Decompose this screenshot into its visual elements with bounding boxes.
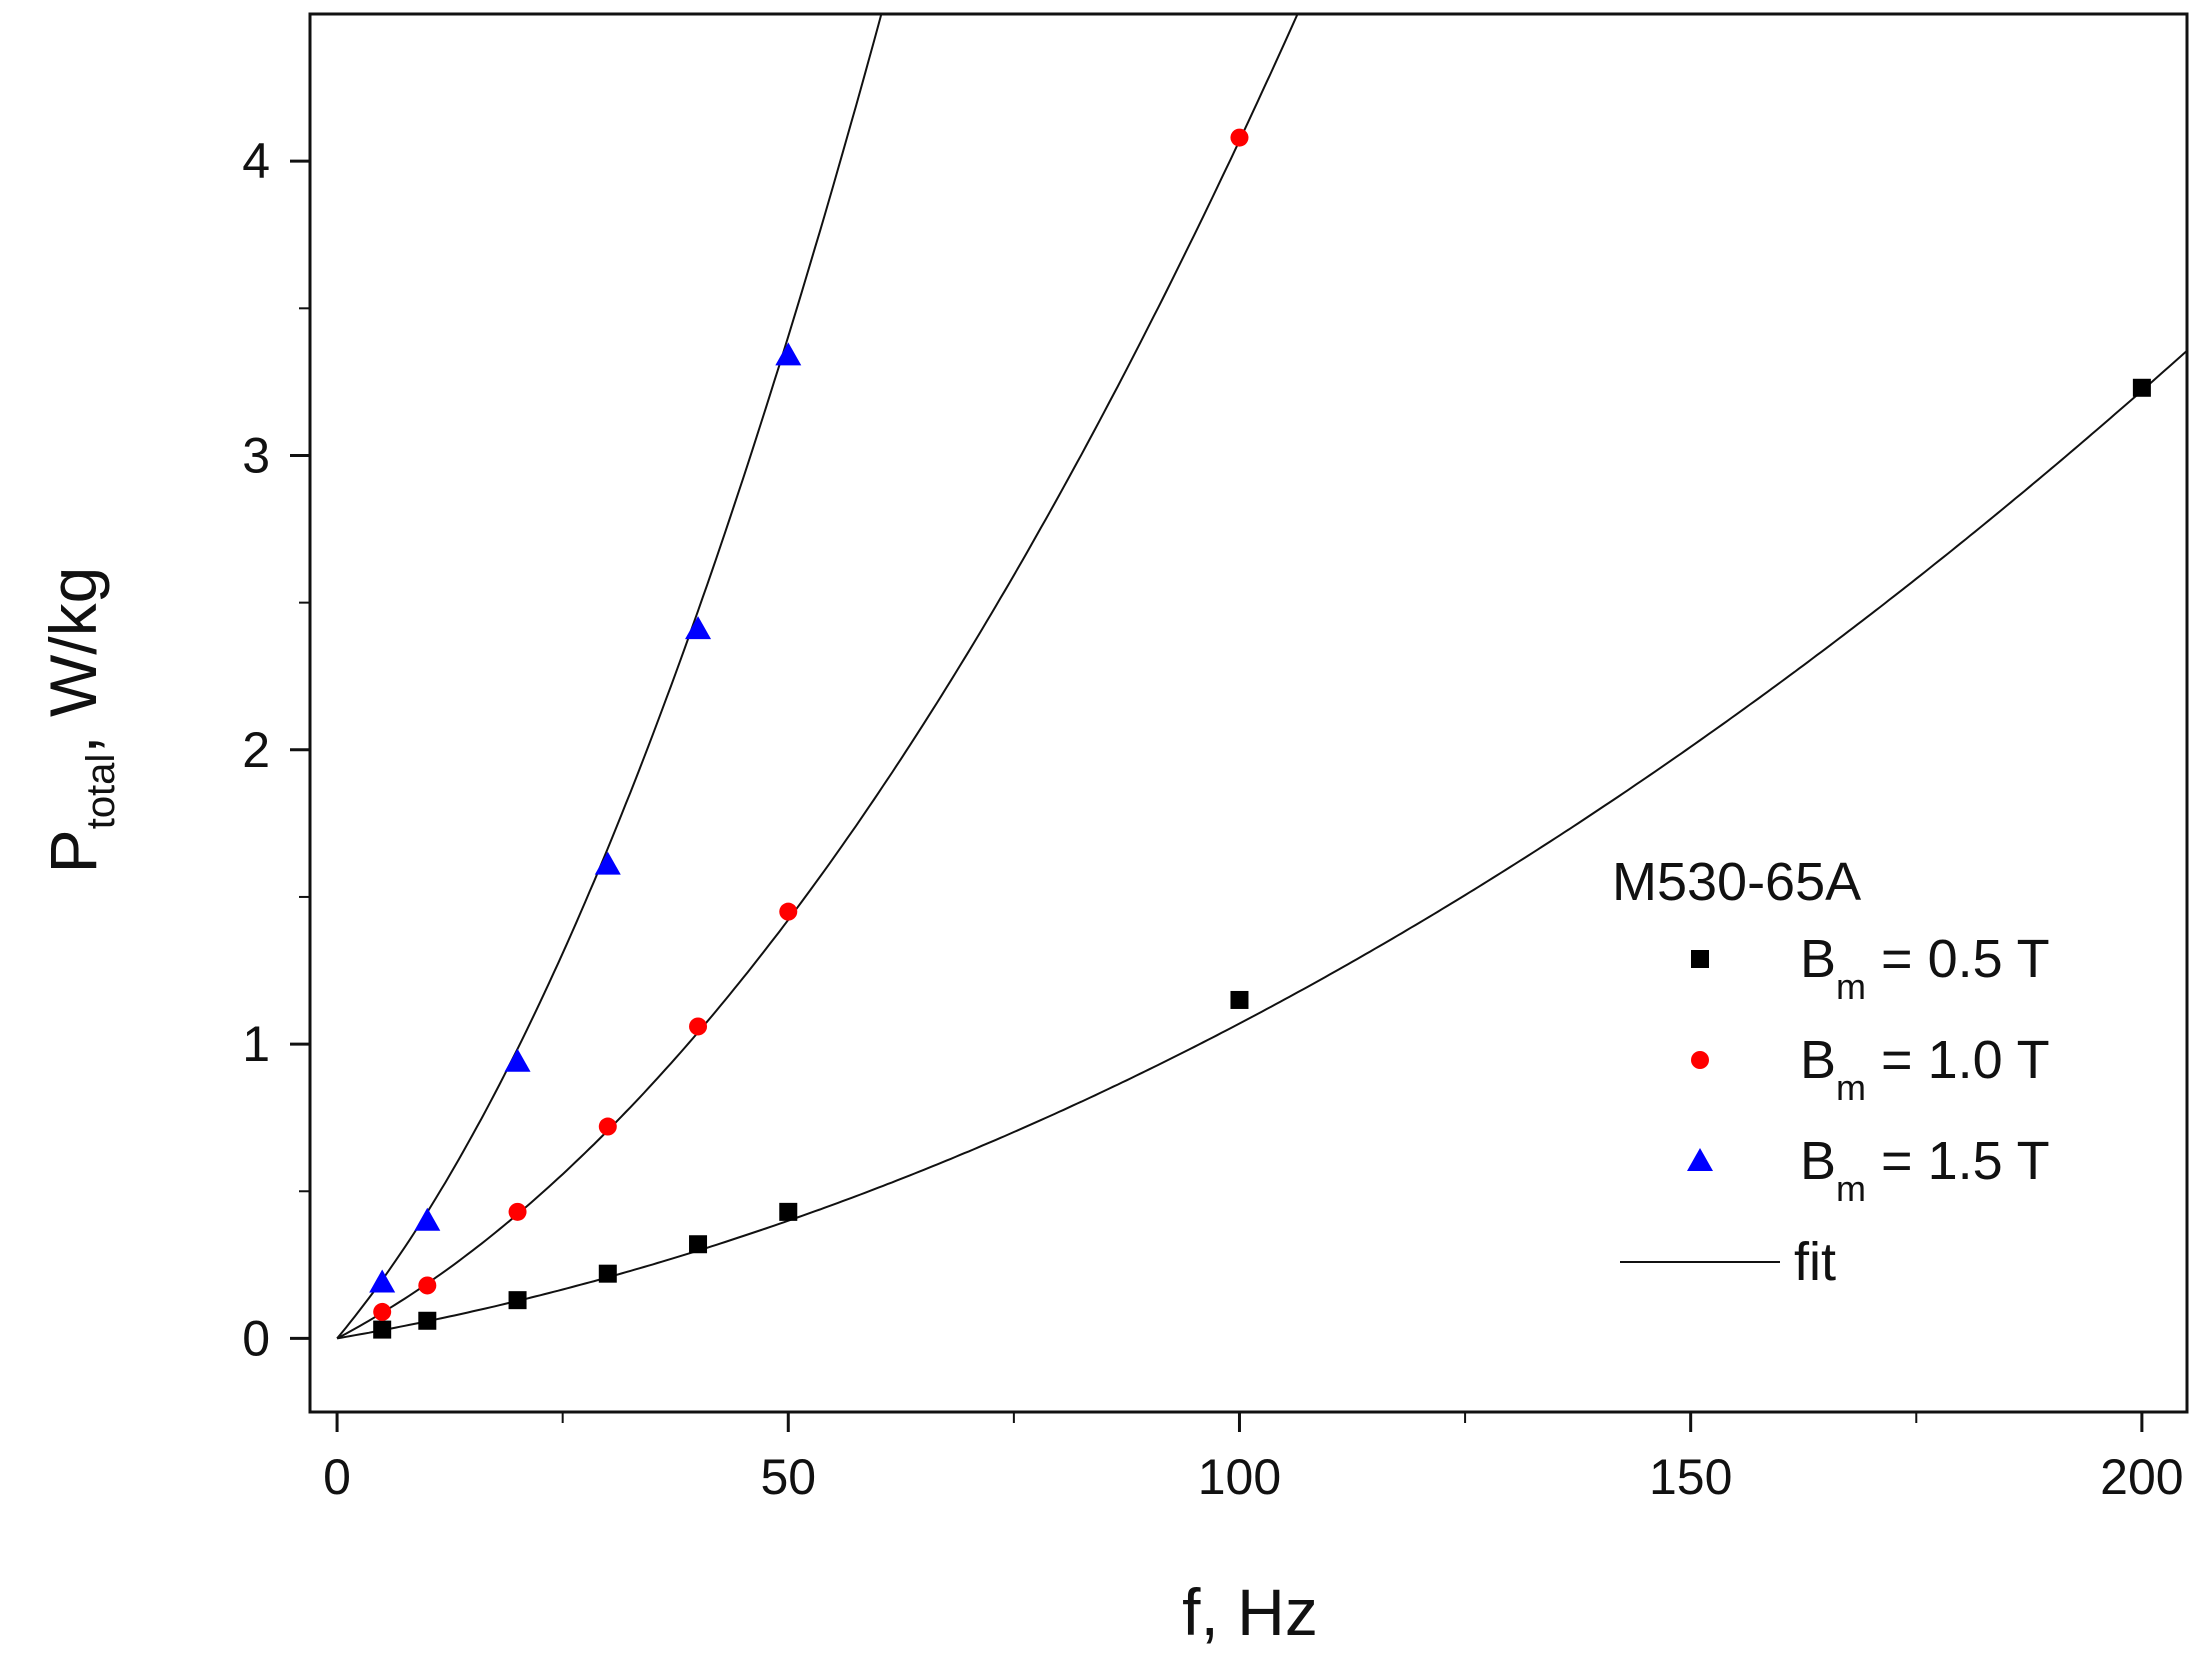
fit-curve bbox=[336, 349, 2187, 1340]
data-point bbox=[598, 1117, 617, 1136]
data-point bbox=[504, 1048, 531, 1072]
x-tick-label: 50 bbox=[760, 1449, 816, 1505]
fit-curves bbox=[336, 14, 2187, 1340]
y-axis-title: Ptotal, W/kg bbox=[36, 567, 123, 874]
legend-label: fit bbox=[1794, 1232, 1836, 1292]
data-point bbox=[594, 851, 621, 875]
y-tick-label: 2 bbox=[242, 722, 270, 778]
data-point bbox=[598, 1264, 617, 1283]
y-axis-title-main: P bbox=[36, 829, 110, 873]
data-point bbox=[689, 1017, 708, 1036]
plot-frame bbox=[308, 12, 2189, 1414]
legend-label: Bm = 0.5 T bbox=[1800, 929, 2050, 1007]
data-point bbox=[373, 1320, 392, 1339]
data-point bbox=[418, 1311, 437, 1330]
fit-curve bbox=[336, 14, 1299, 1340]
data-point bbox=[779, 902, 798, 921]
data-point bbox=[1230, 128, 1249, 147]
fit-curve bbox=[336, 14, 883, 1340]
y-tick-label: 1 bbox=[242, 1016, 270, 1072]
y-axis-title-suffix: , W/kg bbox=[36, 567, 110, 754]
legend-label: Bm = 1.5 T bbox=[1800, 1131, 2050, 1209]
legend-marker bbox=[1691, 950, 1709, 968]
x-tick-label: 0 bbox=[323, 1449, 351, 1505]
data-point bbox=[1230, 990, 1249, 1009]
legend-title: M530-65A bbox=[1612, 852, 1861, 912]
data-point bbox=[775, 342, 802, 366]
legend-marker bbox=[1687, 1148, 1713, 1171]
x-tick-label: 150 bbox=[1649, 1449, 1732, 1505]
data-point bbox=[508, 1202, 527, 1221]
y-tick-label: 0 bbox=[242, 1310, 270, 1366]
data-point bbox=[418, 1276, 437, 1295]
y-axis-title-sub: total bbox=[79, 754, 123, 830]
axis-ticks: 0 50 100 150 200 0 1 2 3 4 bbox=[242, 133, 2183, 1505]
data-point bbox=[508, 1291, 527, 1310]
data-point bbox=[2132, 378, 2151, 397]
data-point bbox=[373, 1302, 392, 1321]
x-axis-title: f, Hz bbox=[1182, 1575, 1318, 1649]
y-tick-label: 4 bbox=[242, 133, 270, 189]
legend: M530-65A Bm = 0.5 T Bm = 1.0 T Bm = 1.5 T f… bbox=[1612, 852, 2050, 1292]
data-point bbox=[779, 1202, 798, 1221]
legend-label: Bm = 1.0 T bbox=[1800, 1030, 2050, 1108]
data-point bbox=[689, 1235, 708, 1254]
data-point bbox=[685, 616, 712, 640]
x-tick-label: 100 bbox=[1198, 1449, 1281, 1505]
x-tick-label: 200 bbox=[2100, 1449, 2183, 1505]
y-tick-label: 3 bbox=[242, 427, 270, 483]
data-markers bbox=[369, 128, 2151, 1339]
data-point bbox=[369, 1269, 396, 1293]
legend-marker bbox=[1691, 1051, 1709, 1069]
data-point bbox=[414, 1207, 441, 1231]
